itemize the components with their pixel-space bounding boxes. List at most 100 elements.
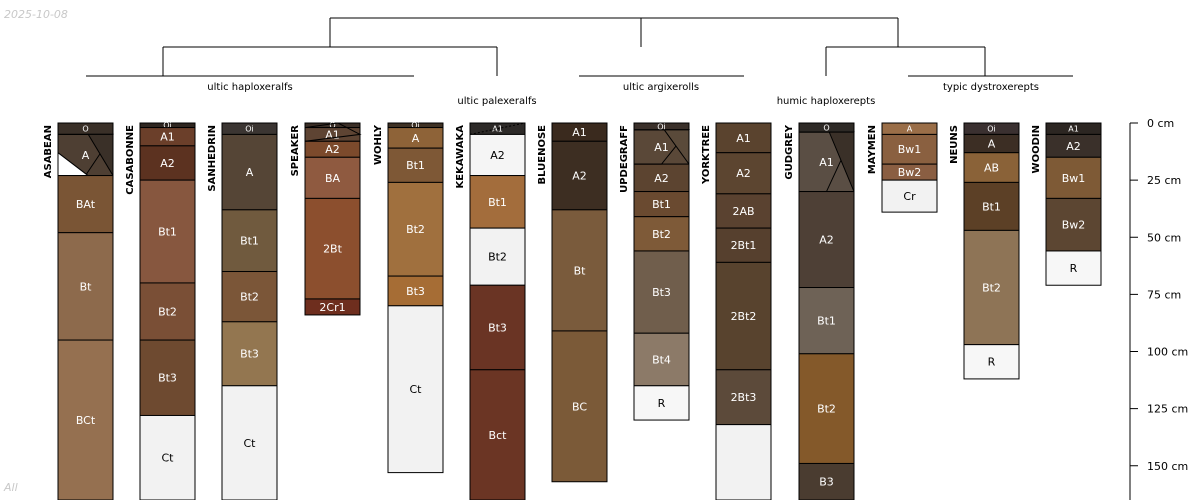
horizon-label: Bt2 bbox=[817, 403, 836, 416]
horizon-label: A bbox=[412, 132, 420, 145]
horizon bbox=[139, 179, 196, 284]
horizon-label: Bt3 bbox=[240, 348, 259, 361]
profile-name: YORKTREE bbox=[701, 125, 712, 185]
footer-note: All bbox=[4, 481, 18, 494]
profile-name: UPDEGRAFF bbox=[619, 125, 630, 193]
horizon-label: Bt bbox=[80, 280, 93, 293]
horizon-label: Bw1 bbox=[1062, 172, 1086, 185]
horizon-label: A bbox=[246, 166, 254, 179]
group-label: ultic palexeralfs bbox=[457, 96, 536, 107]
horizon-label: Bt3 bbox=[158, 372, 177, 385]
horizon-label: R bbox=[1070, 262, 1078, 275]
horizon-label: R bbox=[988, 356, 996, 369]
horizon bbox=[469, 369, 526, 501]
horizon bbox=[139, 339, 196, 416]
horizon-boundary bbox=[663, 129, 690, 166]
horizon bbox=[715, 424, 772, 501]
horizon-label: Bt1 bbox=[652, 198, 671, 211]
horizon-label: Bt bbox=[574, 264, 587, 277]
horizon bbox=[57, 339, 114, 501]
depth-axis-label: 125 cm bbox=[1147, 403, 1188, 416]
horizon bbox=[963, 344, 1020, 380]
horizon bbox=[304, 298, 361, 316]
horizon bbox=[387, 147, 444, 183]
horizon-label: Bt2 bbox=[158, 305, 177, 318]
horizon-label: A2 bbox=[1066, 140, 1081, 153]
horizon-label: Bt1 bbox=[488, 196, 507, 209]
horizon-label: Oi bbox=[657, 122, 666, 131]
horizon-label: Bt2 bbox=[488, 251, 507, 264]
horizon-label: Bt1 bbox=[817, 315, 836, 328]
horizon bbox=[881, 179, 938, 213]
horizon-label: A2 bbox=[819, 233, 834, 246]
horizon-label: A2 bbox=[325, 143, 340, 156]
horizon-label: Oi bbox=[163, 121, 172, 130]
horizon-label: BA bbox=[325, 172, 341, 185]
horizon-label: Ct bbox=[162, 452, 175, 465]
horizon-label: B3 bbox=[819, 476, 834, 489]
horizon-label: A1 bbox=[654, 141, 669, 154]
group-label: humic haploxerepts bbox=[777, 96, 876, 107]
horizon bbox=[387, 305, 444, 474]
horizon bbox=[963, 152, 1020, 183]
profile-name: CASABONNE bbox=[125, 125, 136, 195]
horizon bbox=[798, 287, 855, 355]
horizon-label: A1 bbox=[1068, 125, 1079, 134]
horizon-label: Oi bbox=[411, 121, 420, 130]
profile-name: ASABEAN bbox=[43, 125, 54, 178]
depth-axis-label: 150 cm bbox=[1147, 460, 1188, 473]
horizon-label: A1 bbox=[572, 126, 587, 139]
horizon-label: A bbox=[907, 125, 913, 134]
horizon-label: A1 bbox=[736, 132, 751, 145]
horizon-label: A2 bbox=[736, 167, 751, 180]
horizon-label: Bt2 bbox=[982, 281, 1001, 294]
horizon-label: Oi bbox=[987, 125, 996, 134]
horizon-label: A2 bbox=[654, 172, 669, 185]
horizon-label: A2 bbox=[160, 157, 175, 170]
depth-axis-label: 50 cm bbox=[1147, 231, 1181, 244]
horizon bbox=[633, 385, 690, 421]
horizon bbox=[221, 321, 278, 387]
horizon bbox=[387, 275, 444, 307]
horizon-label: O bbox=[82, 125, 88, 134]
profile-name: GUDGREY bbox=[784, 124, 795, 179]
horizon-label: A1 bbox=[160, 131, 175, 144]
horizon-label: Bw1 bbox=[898, 143, 922, 156]
profile-name: SANHEDRIN bbox=[207, 125, 218, 192]
horizon bbox=[57, 232, 114, 341]
horizon-boundary bbox=[304, 122, 362, 142]
profile-name: WOHLY bbox=[373, 124, 384, 165]
horizon-label: BC bbox=[572, 400, 587, 413]
horizon-label: Bt4 bbox=[652, 353, 671, 366]
horizon bbox=[715, 227, 772, 263]
horizon bbox=[469, 133, 526, 177]
horizon-boundary bbox=[57, 151, 90, 177]
horizon-label: BAt bbox=[76, 198, 96, 211]
profile-name: WOODIN bbox=[1031, 125, 1042, 173]
horizon-label: O bbox=[823, 123, 829, 132]
horizon bbox=[715, 152, 772, 195]
horizon bbox=[469, 284, 526, 371]
horizon-label: Bt2 bbox=[406, 223, 425, 236]
profile-name: KEKAWAKA bbox=[455, 125, 466, 189]
depth-axis-label: 75 cm bbox=[1147, 288, 1181, 301]
horizon bbox=[551, 330, 608, 483]
horizon-label: Bt3 bbox=[488, 321, 507, 334]
horizon-label: Bt2 bbox=[652, 228, 671, 241]
horizon-label: 2Bt bbox=[323, 243, 343, 256]
horizon bbox=[469, 227, 526, 286]
group-label: ultic argixerolls bbox=[623, 82, 699, 93]
horizon bbox=[1045, 156, 1102, 199]
horizon-label: Ct bbox=[244, 437, 257, 450]
horizon bbox=[798, 191, 855, 289]
horizon-boundary bbox=[828, 131, 855, 192]
horizon bbox=[715, 261, 772, 371]
horizon-label: Bt1 bbox=[406, 159, 425, 172]
horizon-label: 2Bt1 bbox=[731, 239, 757, 252]
horizon-label: Bw2 bbox=[898, 166, 922, 179]
depth-axis-label: 25 cm bbox=[1147, 174, 1181, 187]
horizon-label: Cr bbox=[903, 190, 916, 203]
horizon-label: Oi bbox=[245, 125, 254, 134]
horizon bbox=[715, 369, 772, 426]
